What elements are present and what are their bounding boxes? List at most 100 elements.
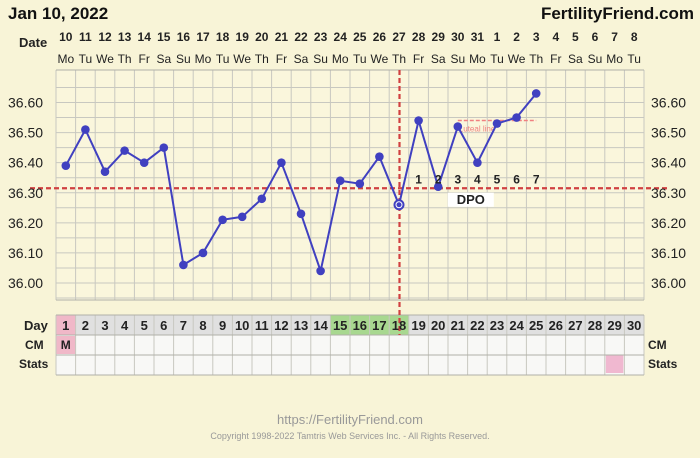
date-label: 18: [216, 30, 230, 44]
weekday-label: Th: [255, 52, 269, 66]
footer-url[interactable]: https://FertilityFriend.com: [277, 412, 423, 427]
y-tick-label: 36.00: [8, 275, 43, 291]
cycle-day-label: 14: [313, 318, 328, 333]
date-label: 30: [451, 30, 465, 44]
temperature-point: [198, 248, 208, 258]
temperature-point: [316, 266, 325, 276]
cycle-day-label: 20: [431, 318, 445, 333]
weekday-label: Tu: [353, 52, 367, 66]
menses-day-cell: [56, 315, 76, 335]
date-label: 19: [236, 30, 250, 44]
temperature-point: [355, 179, 365, 189]
weekday-label: Fr: [276, 52, 287, 66]
fertile-day-cell: [350, 315, 370, 335]
y-tick-label: 36.50: [8, 125, 43, 141]
temperature-point: [531, 89, 541, 98]
cycle-day-label: 5: [141, 318, 148, 333]
weekday-label: We: [96, 52, 114, 66]
y-tick-label-right: 36.60: [651, 95, 686, 111]
temperature-point: [100, 167, 110, 176]
date-label: 22: [294, 30, 308, 44]
temperature-point: [414, 116, 423, 125]
weekday-label: Su: [313, 52, 328, 66]
dpo-number: 6: [513, 173, 520, 187]
date-label: 16: [177, 30, 191, 44]
y-tick-label-right: 36.20: [651, 215, 686, 231]
grid: [55, 69, 645, 376]
cycle-day-label: 12: [274, 318, 288, 333]
date-label: 4: [552, 30, 559, 44]
temperature-point: [492, 119, 502, 128]
temperature-point: [375, 152, 384, 161]
date-label: 24: [334, 30, 348, 44]
cycle-day-label: 9: [219, 318, 226, 333]
stats-cell-marked: [605, 355, 624, 373]
temperature-point: [473, 158, 482, 167]
brand-name[interactable]: FertilityFriend.com: [541, 4, 694, 23]
dpo-number: 1: [415, 173, 422, 187]
dpo-label-bg: [447, 192, 494, 207]
cycle-day-label: 10: [235, 318, 249, 333]
date-label: 15: [157, 30, 171, 44]
weekday-label: We: [233, 52, 251, 66]
cycle-day-label: 28: [588, 318, 602, 333]
date-label: 5: [572, 30, 579, 44]
cycle-day-label: 1: [62, 318, 69, 333]
y-tick-label: 36.10: [8, 245, 43, 261]
dpo-number: 7: [533, 173, 540, 187]
y-tick-label-right: 36.30: [651, 185, 686, 201]
weekday-label: Th: [118, 52, 132, 66]
temperature-point: [237, 212, 247, 222]
day-row-label: Day: [24, 318, 49, 333]
y-tick-label-right: 36.00: [651, 275, 686, 291]
date-label: 3: [533, 30, 540, 44]
cycle-day-label: 6: [160, 318, 167, 333]
cycle-day-label: 13: [294, 318, 308, 333]
stats-row-label: Stats: [19, 357, 49, 371]
weekday-label: Mo: [195, 52, 212, 66]
weekday-label: Sa: [568, 52, 583, 66]
weekday-label: Th: [529, 52, 543, 66]
dpo-label: DPO: [457, 192, 485, 207]
dpo-number: 3: [454, 173, 461, 187]
date-label: 7: [611, 30, 618, 44]
weekday-label: Mo: [332, 52, 349, 66]
cycle-day-label: 2: [82, 318, 89, 333]
temperature-point: [81, 125, 90, 134]
cycle-day-label: 22: [470, 318, 484, 333]
y-tick-label-right: 36.50: [651, 125, 686, 141]
y-tick-label: 36.40: [8, 155, 43, 171]
date-label: 10: [59, 30, 73, 44]
temperature-point: [335, 176, 345, 186]
date-label: 8: [631, 30, 638, 44]
weekday-label: Mo: [469, 52, 486, 66]
weekday-label: Su: [450, 52, 465, 66]
date-label: 27: [392, 30, 406, 44]
weekday-label: Tu: [79, 52, 93, 66]
cycle-day-label: 30: [627, 318, 641, 333]
cycle-day-label: 27: [568, 318, 582, 333]
temperature-series: [61, 89, 541, 276]
y-tick-label: 36.20: [8, 215, 43, 231]
y-tick-label: 36.30: [8, 185, 43, 201]
date-label: 6: [592, 30, 599, 44]
date-label: 31: [471, 30, 485, 44]
stats-row-label-right: Stats: [648, 357, 678, 371]
date-label: 25: [353, 30, 367, 44]
weekday-label: Sa: [294, 52, 309, 66]
weekday-label: Su: [176, 52, 191, 66]
date-label: 11: [79, 30, 92, 44]
weekday-label: Fr: [413, 52, 424, 66]
date-label: 21: [275, 30, 289, 44]
date-label: 14: [138, 30, 152, 44]
cm-row-label: CM: [25, 338, 44, 352]
cycle-day-label: 4: [121, 318, 129, 333]
cycle-day-label: 24: [509, 318, 524, 333]
date-label: 29: [432, 30, 446, 44]
weekday-label: Sa: [156, 52, 171, 66]
dpo-number: 2: [435, 173, 442, 187]
date-label: 23: [314, 30, 328, 44]
weekday-label: Fr: [550, 52, 561, 66]
weekday-label: Tu: [216, 52, 230, 66]
